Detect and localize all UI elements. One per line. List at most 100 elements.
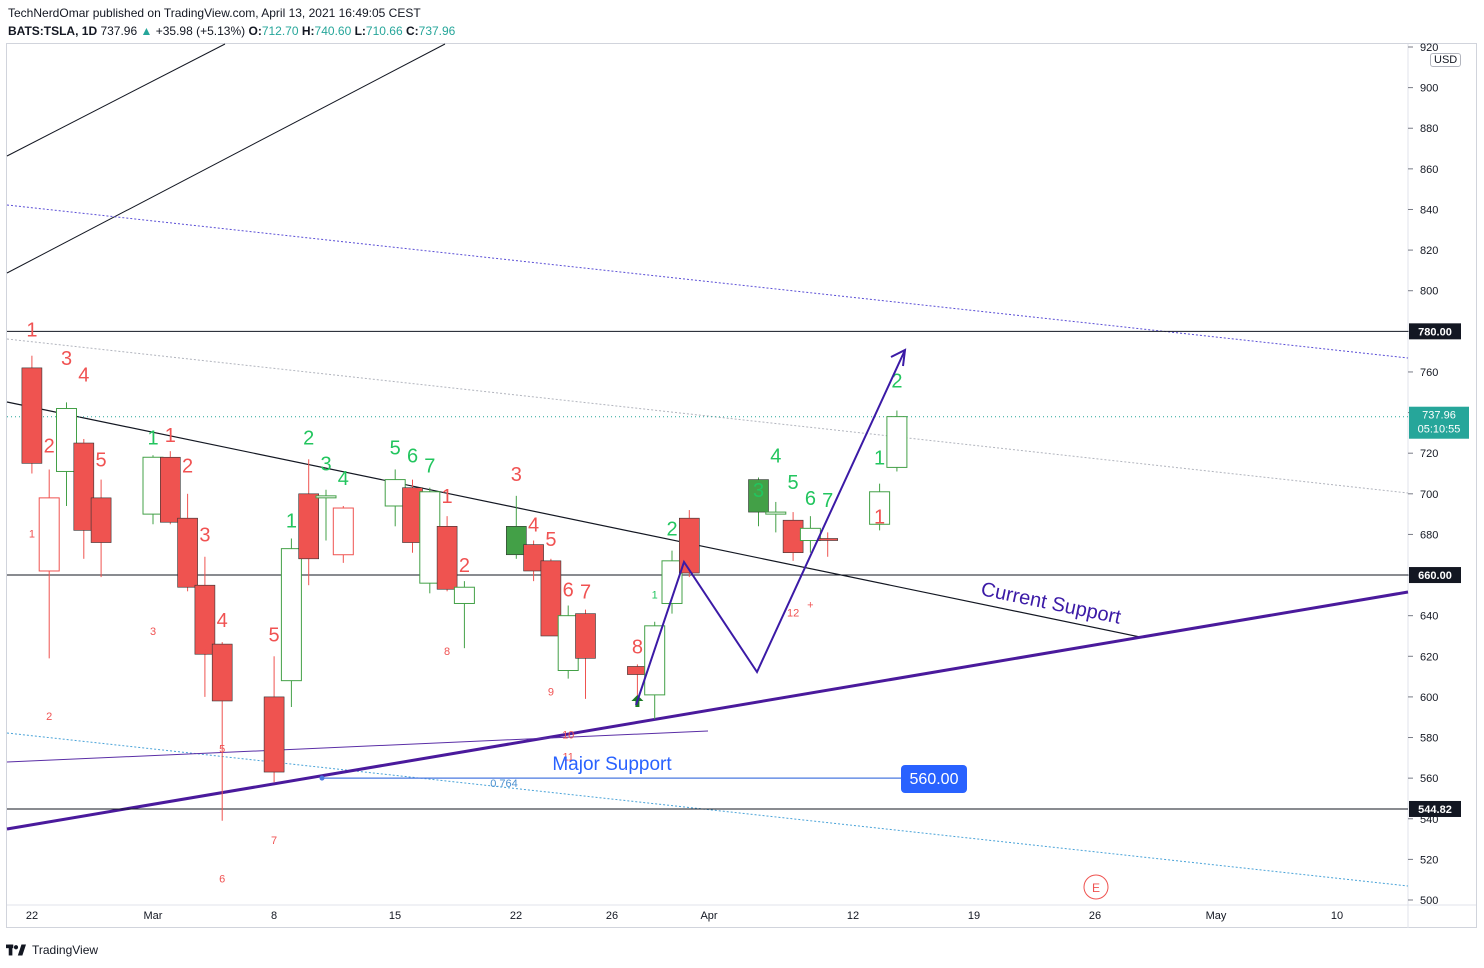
- x-tick-label: 22: [26, 910, 38, 922]
- last-price-box: [1409, 406, 1469, 439]
- y-tick-label: 900: [1420, 83, 1438, 95]
- candle-body: [505, 526, 527, 556]
- major-support-price-box: [901, 765, 967, 793]
- footer-brand[interactable]: TradingView: [32, 943, 99, 957]
- candle-body: [211, 643, 233, 702]
- td-count-label: 1: [29, 528, 35, 540]
- projection-arrowhead-icon: [890, 348, 907, 367]
- candle-body: [678, 517, 700, 574]
- y-tick-label: 680: [1420, 529, 1438, 541]
- x-tick-label: 10: [1331, 910, 1343, 922]
- td-count-label: 11: [562, 752, 573, 764]
- td-count-label: +: [807, 599, 813, 611]
- td-count-label: 4: [78, 364, 89, 386]
- y-tick-label: 840: [1420, 204, 1438, 216]
- footer: TradingView: [6, 940, 98, 960]
- candle-body: [661, 560, 683, 604]
- candle-body: [523, 544, 544, 572]
- x-tick-label: 12: [847, 910, 859, 922]
- close-label: C:: [405, 24, 419, 38]
- td-count-label: 10: [562, 729, 574, 741]
- td-count-label: 7: [424, 456, 435, 478]
- candle-body: [644, 625, 666, 696]
- candle-body: [21, 367, 43, 464]
- x-tick-label: Apr: [700, 910, 717, 922]
- td-count-label: 3: [150, 626, 156, 638]
- countdown-label: 05:10:55: [1418, 424, 1461, 436]
- y-tick-label: 720: [1420, 448, 1438, 460]
- y-tick-label: 580: [1420, 733, 1438, 745]
- candle-body: [160, 456, 181, 523]
- td-count-label: 5: [390, 437, 401, 459]
- candle-body: [298, 493, 320, 560]
- td-count-label: 3: [199, 525, 210, 547]
- td-count-label: 12: [787, 608, 799, 620]
- candle-body: [817, 538, 839, 541]
- y-tick-label: 560: [1420, 773, 1438, 785]
- earnings-marker-icon: [1083, 874, 1109, 900]
- y-tick-label: 500: [1420, 895, 1438, 907]
- channel-line-upper: [6, 43, 226, 157]
- x-tick-label: Mar: [144, 910, 163, 922]
- candle-body: [886, 416, 908, 468]
- td-count-label: 2: [303, 427, 314, 449]
- td-count-label: 4: [338, 468, 349, 490]
- projection-path: [635, 349, 906, 706]
- td-count-label: 5: [269, 624, 280, 646]
- y-tick-label: 700: [1420, 489, 1438, 501]
- earnings-marker-label: E: [1092, 881, 1100, 895]
- td-count-label: 1: [874, 448, 885, 470]
- candle-body: [765, 511, 787, 515]
- current-support-trendline: [6, 401, 1141, 638]
- level-price-box: [1409, 567, 1461, 584]
- current-support-label: Current Support: [979, 578, 1123, 628]
- td-count-label: 2: [666, 519, 677, 541]
- channel-line-lower: [6, 43, 446, 274]
- td-count-label: 4: [770, 446, 781, 468]
- td-count-label: 4: [528, 515, 539, 537]
- y-tick-label: 860: [1420, 164, 1438, 176]
- candle-body: [869, 491, 891, 525]
- close-value: 737.96: [418, 24, 456, 38]
- td-count-label: 7: [580, 582, 591, 604]
- dotted-blue-line: [6, 732, 1409, 887]
- td-count-label: 6: [407, 446, 418, 468]
- td-count-label: 1: [874, 506, 885, 528]
- td-count-label: 8: [632, 636, 643, 658]
- last-price-label: 737.96: [1422, 410, 1456, 422]
- td-count-label: 7: [271, 835, 277, 847]
- td-count-label: 8: [444, 646, 450, 658]
- td-count-label: 5: [545, 529, 556, 551]
- dotted-gray-line: [6, 338, 1409, 494]
- tradingview-logo-icon[interactable]: [6, 943, 26, 957]
- symbol: BATS:TSLA, 1D: [8, 24, 98, 38]
- td-count-label: 3: [61, 348, 72, 370]
- td-count-label: 5: [219, 744, 225, 756]
- major-trendline: [6, 590, 1409, 831]
- y-tick-label: 920: [1420, 42, 1438, 54]
- td-count-label: 1: [165, 425, 176, 447]
- y-tick-label: 600: [1420, 692, 1438, 704]
- major-support-anchor-dot: [319, 775, 325, 781]
- currency-badge[interactable]: USD: [1430, 53, 1462, 67]
- td-count-label: 1: [147, 427, 158, 449]
- td-count-label: 6: [805, 488, 816, 510]
- td-count-label: 3: [320, 454, 331, 476]
- candle-body: [280, 548, 302, 682]
- candle-body: [315, 495, 337, 499]
- open-value: 712.70: [261, 24, 299, 38]
- dotted-resistance-line: [6, 204, 1409, 359]
- y-tick-label: 800: [1420, 286, 1438, 298]
- candle-body: [177, 517, 198, 588]
- td-count-label: 5: [96, 450, 107, 472]
- price-change: +35.98 (+5.13%): [155, 24, 246, 38]
- td-count-label: 2: [182, 456, 193, 478]
- td-count-label: 2: [891, 370, 902, 392]
- y-tick-label: 760: [1420, 367, 1438, 379]
- x-tick-label: May: [1206, 910, 1227, 922]
- td-count-label: 9: [548, 687, 554, 699]
- candle-body: [90, 497, 112, 543]
- level-price-label: 544.82: [1418, 804, 1452, 816]
- x-tick-label: 26: [1089, 910, 1101, 922]
